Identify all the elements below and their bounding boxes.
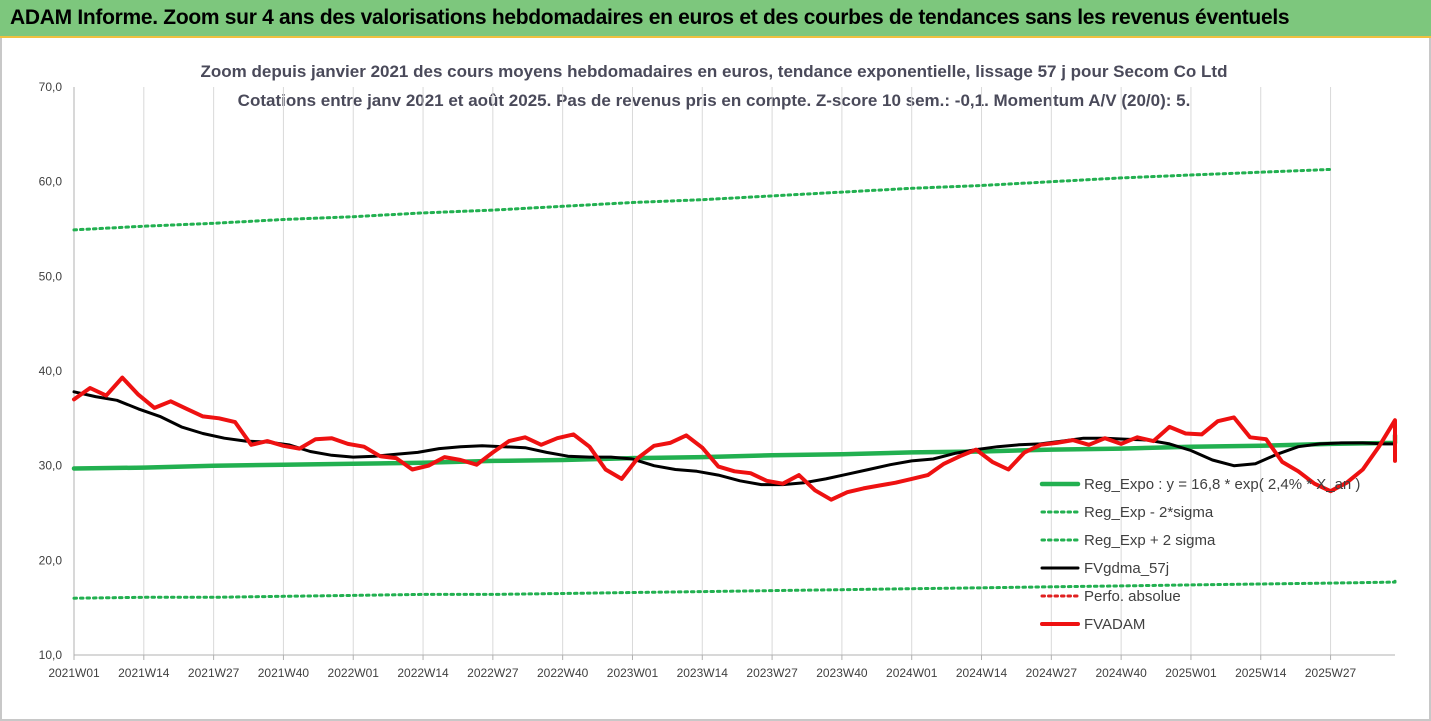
x-tick-label: 2023W01 bbox=[607, 666, 659, 680]
y-tick-label: 70,0 bbox=[39, 80, 63, 94]
y-tick-label: 40,0 bbox=[39, 364, 63, 378]
x-tick-label: 2022W14 bbox=[397, 666, 449, 680]
axes bbox=[73, 87, 1395, 656]
x-tick-label: 2025W27 bbox=[1305, 666, 1357, 680]
y-tick-label: 30,0 bbox=[39, 459, 63, 473]
x-tick-label: 2022W27 bbox=[467, 666, 519, 680]
page-header: ADAM Informe. Zoom sur 4 ans des valoris… bbox=[0, 0, 1431, 38]
legend-label: Perfo. absolue bbox=[1084, 588, 1181, 605]
legend-label: Reg_Exp - 2*sigma bbox=[1084, 504, 1214, 521]
legend-label: FVgdma_57j bbox=[1084, 560, 1169, 577]
x-tick-label: 2024W27 bbox=[1026, 666, 1078, 680]
chart-frame: Zoom depuis janvier 2021 des cours moyen… bbox=[0, 38, 1431, 721]
x-tick-label: 2022W40 bbox=[537, 666, 589, 680]
line-chart: Zoom depuis janvier 2021 des cours moyen… bbox=[39, 62, 1398, 680]
x-tick-label: 2025W01 bbox=[1165, 666, 1217, 680]
y-tick-label: 50,0 bbox=[39, 269, 63, 283]
y-axis-ticks: 10,0 20,0 30,0 40,0 50,0 60,0 70,0 bbox=[39, 80, 63, 662]
x-tick-label: 2021W40 bbox=[258, 666, 310, 680]
legend-label: FVADAM bbox=[1084, 616, 1145, 633]
x-tick-label: 2024W01 bbox=[886, 666, 938, 680]
series-lines bbox=[71, 167, 1398, 600]
y-tick-label: 10,0 bbox=[39, 648, 63, 662]
chart-title-line-1: Zoom depuis janvier 2021 des cours moyen… bbox=[201, 62, 1228, 81]
chart-title: Zoom depuis janvier 2021 des cours moyen… bbox=[201, 62, 1228, 110]
series-line-1 bbox=[72, 577, 1397, 600]
series-line-5 bbox=[72, 375, 1397, 502]
x-tick-label: 2025W14 bbox=[1235, 666, 1287, 680]
x-tick-label: 2021W01 bbox=[48, 666, 100, 680]
x-axis-ticks: 2021W01 2021W14 2021W27 2021W40 2022W01 2022W… bbox=[48, 655, 1357, 680]
legend: Reg_Expo : y = 16,8 * exp( 2,4% * X_an )… bbox=[1039, 476, 1360, 633]
x-tick-label: 2023W14 bbox=[677, 666, 729, 680]
grid bbox=[73, 87, 1332, 655]
series-line-2 bbox=[72, 167, 1333, 232]
y-tick-label: 20,0 bbox=[39, 553, 63, 567]
x-tick-label: 2021W14 bbox=[118, 666, 170, 680]
page-title: ADAM Informe. Zoom sur 4 ans des valoris… bbox=[10, 6, 1290, 29]
y-tick-label: 60,0 bbox=[39, 175, 63, 189]
legend-label: Reg_Exp + 2 sigma bbox=[1084, 532, 1216, 549]
x-tick-label: 2023W27 bbox=[746, 666, 798, 680]
x-tick-label: 2022W01 bbox=[328, 666, 380, 680]
legend-label: Reg_Expo : y = 16,8 * exp( 2,4% * X_an ) bbox=[1084, 476, 1360, 493]
x-tick-label: 2021W27 bbox=[188, 666, 240, 680]
x-tick-label: 2023W40 bbox=[816, 666, 868, 680]
chart-title-line-2: Cotations entre janv 2021 et août 2025. … bbox=[238, 91, 1191, 110]
x-tick-label: 2024W14 bbox=[956, 666, 1008, 680]
x-tick-label: 2024W40 bbox=[1095, 666, 1147, 680]
